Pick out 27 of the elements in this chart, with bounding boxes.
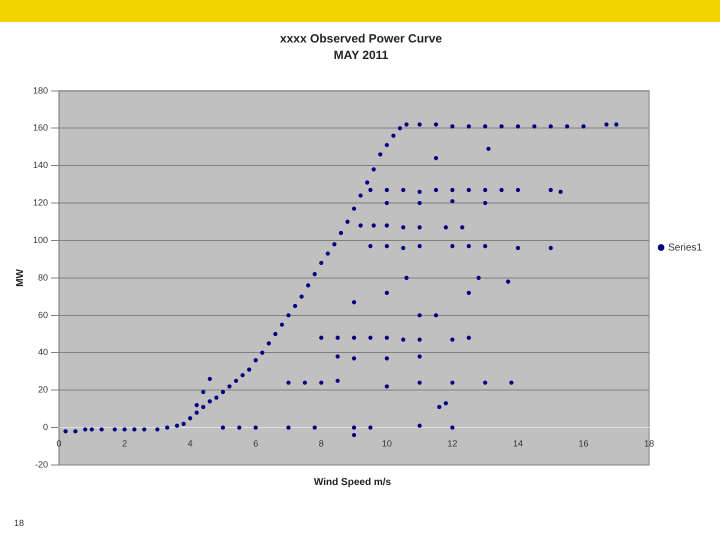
x-tick-label: 12 bbox=[447, 438, 458, 448]
x-axis-title: Wind Speed m/s bbox=[312, 477, 392, 488]
text: 18 bbox=[14, 518, 24, 528]
x-tick-label: 18 bbox=[644, 438, 654, 448]
x-tick-label: 8 bbox=[318, 438, 324, 448]
x-tick-label: 14 bbox=[512, 438, 523, 448]
x-tick-label: 6 bbox=[253, 438, 258, 448]
y-tick-label: -20 bbox=[35, 459, 48, 470]
y-tick-label: 120 bbox=[32, 198, 48, 208]
chart-title: xxxx Observed Power Curve bbox=[280, 32, 442, 46]
y-tick-label: 100 bbox=[32, 234, 48, 245]
x-tick-label: 0 bbox=[56, 438, 62, 448]
y-tick-label: 20 bbox=[38, 384, 48, 395]
y-tick-label: 60 bbox=[38, 310, 48, 320]
legend-label: Series1 bbox=[668, 242, 702, 254]
y-tick-label: 80 bbox=[38, 272, 48, 282]
y-tick-label: 140 bbox=[32, 160, 48, 170]
x-tick-label: 2 bbox=[122, 438, 128, 448]
y-tick-label: 160 bbox=[32, 122, 48, 133]
x-tick-label: 16 bbox=[578, 438, 589, 448]
y-axis-title: MW bbox=[14, 268, 26, 287]
x-tick-label: 4 bbox=[188, 438, 193, 448]
y-tick-label: 180 bbox=[32, 85, 48, 96]
y-tick-label: 40 bbox=[38, 347, 48, 358]
x-tick-label: 10 bbox=[382, 438, 392, 448]
y-tick-label: 0 bbox=[43, 422, 48, 432]
chart-subtitle: MAY 2011 bbox=[334, 48, 389, 62]
